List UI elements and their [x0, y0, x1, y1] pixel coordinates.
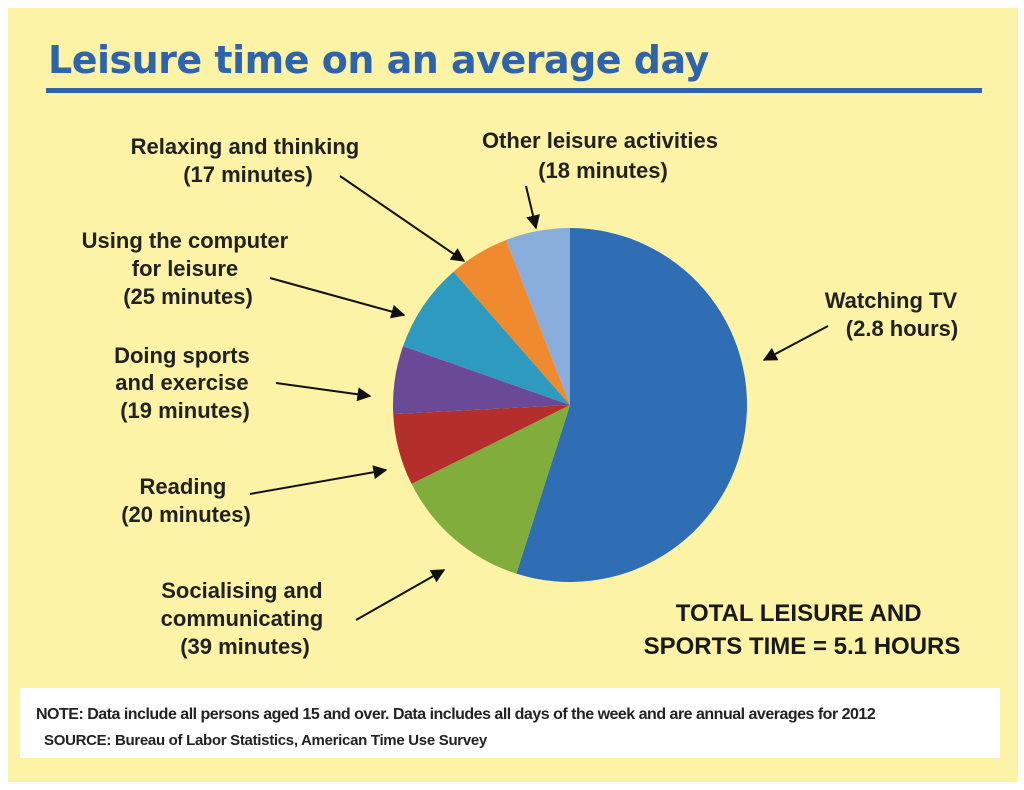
chart-title: Leisure time on an average day — [48, 38, 709, 82]
label-watching-tv: Watching TV (2.8 hours) — [825, 288, 964, 341]
label-relaxing-line1: Relaxing and thinking — [131, 134, 360, 159]
arrow-socialising — [355, 569, 446, 621]
label-socialising-line2: communicating — [161, 606, 324, 631]
pie-chart: Relaxing and thinking (17 minutes) Other… — [82, 128, 964, 660]
arrow-relaxing — [339, 175, 466, 262]
infographic-card: Leisure time on an average day Relaxing … — [8, 8, 1018, 782]
total-time: TOTAL LEISURE AND SPORTS TIME = 5.1 HOUR… — [644, 600, 961, 660]
label-computer: Using the computer for leisure (25 minut… — [82, 228, 295, 309]
label-relaxing: Relaxing and thinking (17 minutes) — [131, 134, 366, 187]
arrow-computer — [269, 277, 406, 319]
label-sports: Doing sports and exercise (19 minutes) — [114, 343, 256, 423]
arrow-watching-tv — [762, 325, 829, 361]
pie-slice-watching-tv — [516, 228, 747, 582]
label-sports-line1: Doing sports — [114, 343, 250, 368]
note-box: NOTE: Data include all persons aged 15 a… — [20, 688, 1000, 758]
label-sports-line2: and exercise — [115, 370, 248, 395]
label-reading: Reading (20 minutes) — [121, 474, 251, 527]
source-text: SOURCE: Bureau of Labor Statistics, Amer… — [44, 732, 487, 749]
pie-slices — [393, 228, 747, 582]
arrow-other — [525, 185, 540, 230]
total-line2: SPORTS TIME = 5.1 HOURS — [644, 633, 961, 660]
note-text: NOTE: Data include all persons aged 15 a… — [36, 706, 876, 723]
pie-slice-other-leisure-activities — [506, 228, 570, 405]
total-line1: TOTAL LEISURE AND — [676, 600, 922, 627]
label-reading-line1: Reading — [140, 474, 227, 499]
label-other-line2: (18 minutes) — [538, 158, 668, 183]
label-computer-line1: Using the computer — [82, 228, 289, 253]
label-socialising-line3: (39 minutes) — [180, 634, 310, 659]
label-relaxing-line2: (17 minutes) — [183, 162, 313, 187]
label-other-line1: Other leisure activities — [482, 128, 718, 153]
label-computer-line2: for leisure — [132, 256, 238, 281]
label-reading-line2: (20 minutes) — [121, 502, 251, 527]
pie-slice-relaxing-and-thinking — [453, 239, 570, 405]
pie-slice-using-the-computer-for-leisure — [403, 271, 570, 405]
arrow-reading — [249, 465, 388, 495]
label-socialising: Socialising and communicating (39 minute… — [161, 578, 330, 659]
pie-slice-doing-sports-and-exercise — [393, 346, 570, 415]
label-watching-tv-line1: Watching TV — [825, 288, 958, 313]
title-underline — [46, 88, 982, 93]
label-watching-tv-line2: (2.8 hours) — [846, 316, 958, 341]
pie-slice-socialising-and-communicating — [411, 405, 570, 574]
label-computer-line3: (25 minutes) — [123, 284, 253, 309]
label-sports-line3: (19 minutes) — [120, 398, 250, 423]
label-socialising-line1: Socialising and — [161, 578, 322, 603]
arrow-sports — [275, 382, 372, 402]
pie-slice-reading — [393, 405, 570, 484]
label-other: Other leisure activities (18 minutes) — [482, 128, 724, 183]
